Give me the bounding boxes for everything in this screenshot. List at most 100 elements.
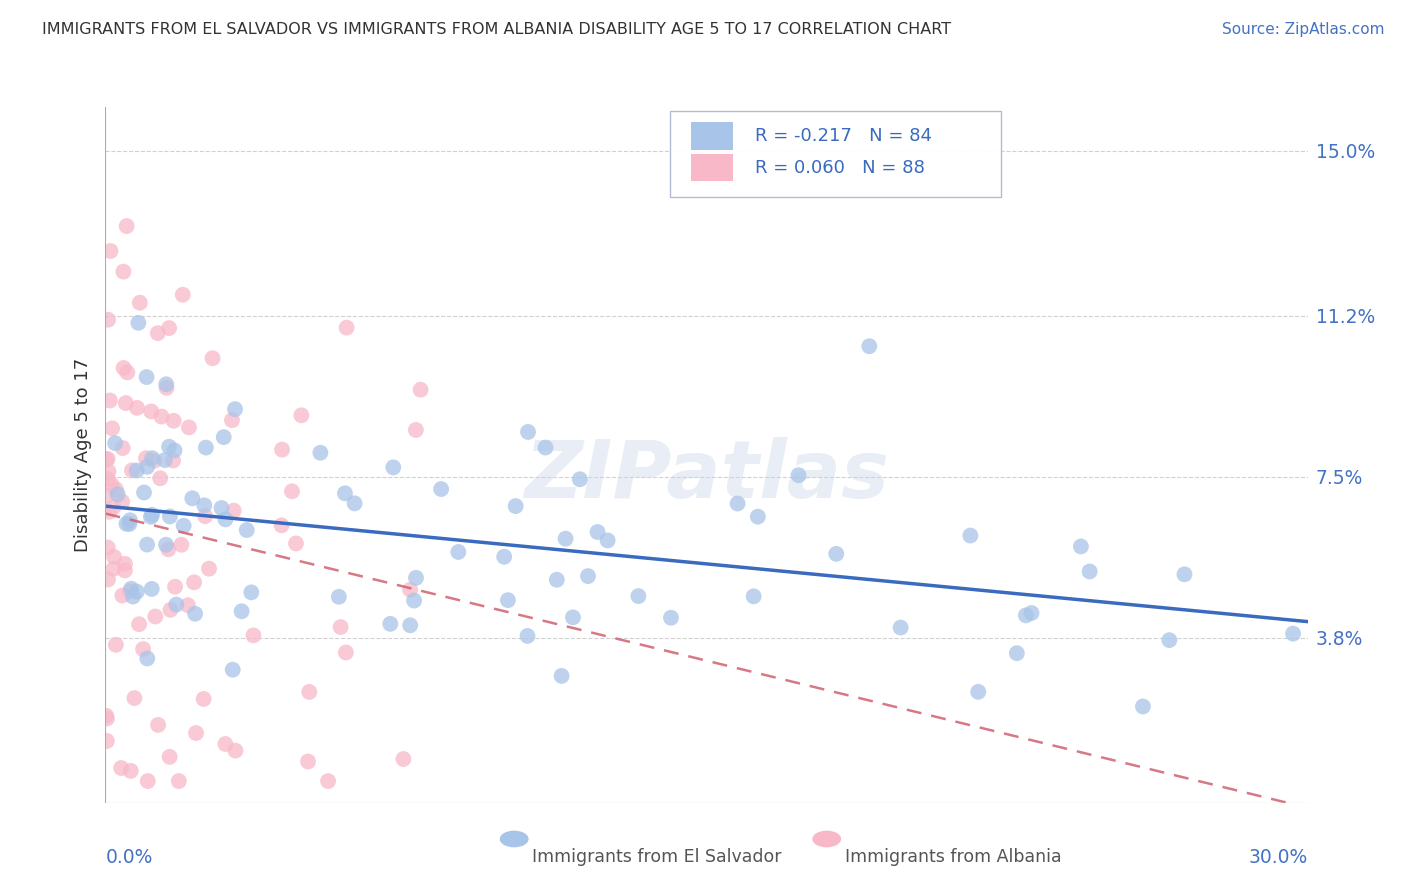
Point — [97, 312, 120, 326]
Point — [114, 557, 136, 571]
Text: 0.0%: 0.0% — [105, 848, 153, 867]
Point — [235, 523, 257, 537]
Point — [1159, 633, 1181, 648]
Point — [146, 326, 169, 341]
Point — [181, 491, 204, 506]
Point — [193, 692, 215, 706]
Point — [125, 401, 148, 415]
Point — [212, 430, 235, 444]
Point — [132, 642, 155, 657]
Point — [155, 538, 177, 552]
Point — [165, 580, 187, 594]
Point — [561, 610, 583, 624]
Point — [125, 584, 148, 599]
Point — [550, 669, 572, 683]
Point — [1070, 540, 1092, 554]
Point — [316, 774, 339, 789]
Point — [546, 573, 568, 587]
Point — [98, 393, 121, 408]
Point — [586, 524, 609, 539]
Point — [194, 509, 217, 524]
Bar — [690, 153, 733, 181]
Point — [399, 618, 422, 632]
Point — [1005, 646, 1028, 660]
Point — [118, 516, 141, 531]
Point — [516, 629, 538, 643]
Point — [103, 549, 125, 564]
Text: IMMIGRANTS FROM EL SALVADOR VS IMMIGRANTS FROM ALBANIA DISABILITY AGE 5 TO 17 CO: IMMIGRANTS FROM EL SALVADOR VS IMMIGRANT… — [42, 22, 952, 37]
Point — [404, 593, 426, 607]
Point — [141, 404, 163, 418]
Point — [111, 494, 134, 508]
Point — [128, 295, 150, 310]
Point — [153, 453, 176, 467]
Point — [1015, 608, 1038, 623]
Point — [128, 617, 150, 632]
Point — [517, 425, 540, 439]
Point — [118, 584, 141, 599]
Point — [141, 451, 163, 466]
Point — [194, 441, 217, 455]
Text: Immigrants from El Salvador: Immigrants from El Salvador — [533, 848, 782, 866]
Point — [159, 749, 181, 764]
Point — [150, 409, 173, 424]
Point — [198, 562, 221, 576]
Point — [157, 321, 180, 335]
Point — [143, 609, 166, 624]
Point — [97, 573, 120, 587]
Point — [170, 538, 193, 552]
Point — [97, 541, 120, 555]
Point — [117, 366, 139, 380]
Point — [329, 620, 352, 634]
Point — [382, 460, 405, 475]
Point — [399, 582, 422, 597]
Point — [494, 549, 516, 564]
Point — [120, 582, 142, 596]
Point — [100, 244, 122, 258]
Point — [405, 571, 427, 585]
Text: R = 0.060   N = 88: R = 0.060 N = 88 — [755, 159, 925, 177]
FancyBboxPatch shape — [671, 111, 1001, 197]
Point — [568, 472, 591, 486]
Point — [173, 518, 195, 533]
Point — [177, 420, 200, 434]
Point — [136, 774, 159, 789]
Point — [742, 590, 765, 604]
Point — [96, 489, 118, 503]
Point — [149, 471, 172, 485]
Point — [162, 453, 184, 467]
Point — [127, 316, 149, 330]
Point — [112, 265, 135, 279]
Point — [211, 501, 233, 516]
Text: R = -0.217   N = 84: R = -0.217 N = 84 — [755, 128, 932, 145]
Point — [125, 463, 148, 477]
Point — [298, 685, 321, 699]
Point — [112, 360, 135, 375]
Point — [297, 755, 319, 769]
Circle shape — [813, 830, 841, 847]
Point — [447, 545, 470, 559]
Point — [155, 381, 177, 395]
Point — [97, 451, 120, 466]
Point — [165, 598, 187, 612]
Point — [270, 518, 292, 533]
Point — [380, 616, 402, 631]
Point — [114, 563, 136, 577]
Point — [967, 685, 990, 699]
Point — [141, 508, 163, 522]
Point — [222, 663, 245, 677]
Point — [596, 533, 619, 548]
Point — [333, 486, 356, 500]
Point — [858, 339, 880, 353]
Point — [121, 463, 143, 477]
Point — [214, 512, 236, 526]
Point — [136, 651, 159, 665]
Point — [146, 718, 169, 732]
Point — [405, 423, 427, 437]
Point — [111, 589, 134, 603]
Point — [576, 569, 599, 583]
Point — [120, 764, 142, 778]
Point — [104, 483, 127, 497]
Point — [1173, 567, 1195, 582]
Point — [122, 590, 145, 604]
